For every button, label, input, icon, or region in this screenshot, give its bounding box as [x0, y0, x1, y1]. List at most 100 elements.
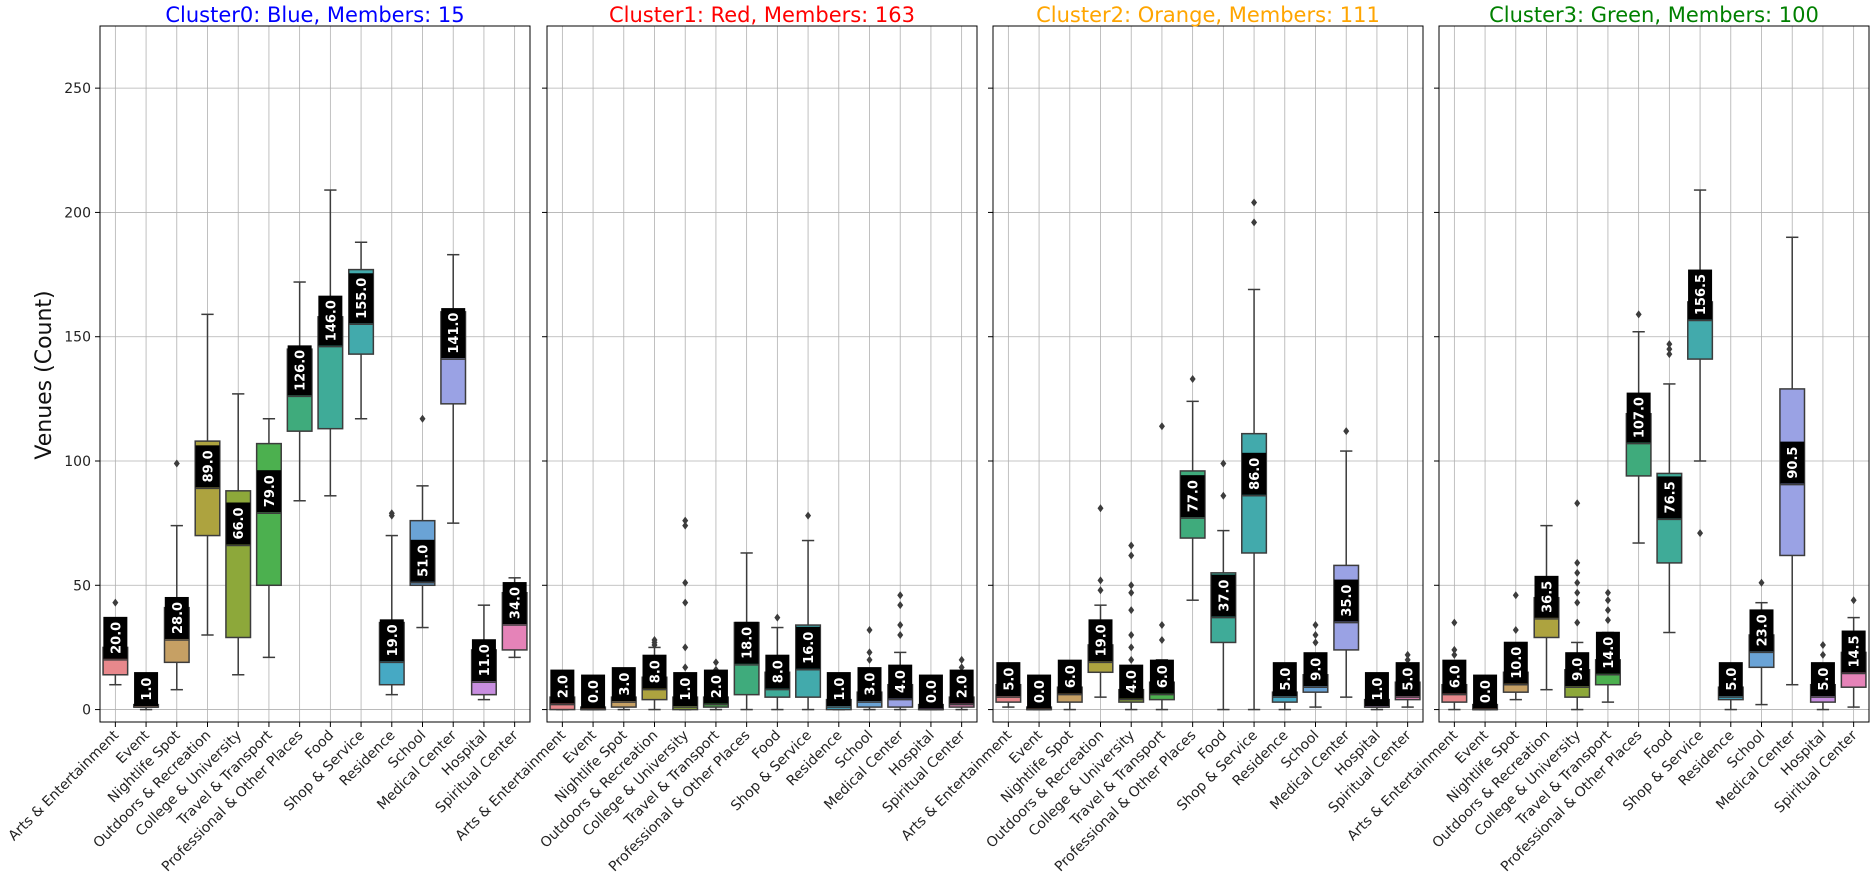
median-label-text: 126.0 [294, 350, 309, 391]
outlier-point [651, 635, 658, 644]
median-label: 51.0 [410, 539, 435, 582]
median-label-bg [195, 445, 220, 488]
outlier-point [1128, 631, 1135, 639]
median-label-text: 2.0 [556, 675, 571, 698]
median-label-text: 76.5 [1663, 481, 1678, 513]
median-label-bg [550, 669, 575, 704]
median-label-bg [256, 470, 281, 513]
median-label-bg [642, 654, 667, 689]
median-label-text: 3.0 [618, 673, 633, 696]
outlier-point [1697, 529, 1704, 538]
outlier-point [1128, 655, 1135, 664]
outlier-point [1404, 655, 1411, 664]
median-label-text: 146.0 [324, 300, 339, 341]
y-tick-label: 100 [64, 454, 91, 470]
median-label: 107.0 [1626, 392, 1651, 443]
outlier-point [1220, 459, 1227, 468]
outlier-point [1128, 643, 1135, 652]
outlier-point [958, 655, 965, 664]
outlier-point [1574, 618, 1581, 627]
outlier-point [1819, 640, 1826, 649]
median-label: 77.0 [1180, 475, 1205, 518]
median-label-bg [918, 674, 943, 709]
median-label: 16.0 [796, 626, 821, 669]
median-label-bg [581, 674, 606, 709]
median-label: 18.0 [734, 621, 759, 664]
median-label: 66.0 [226, 502, 251, 545]
median-label-bg [410, 539, 435, 582]
outlier-point [1512, 626, 1519, 635]
outlier-point [805, 511, 812, 520]
outlier-point [1128, 588, 1135, 597]
median-label-text: 9.0 [1571, 658, 1586, 681]
median-label-text: 90.5 [1786, 447, 1801, 479]
median-label-bg [673, 672, 698, 707]
outlier-point [1404, 650, 1411, 659]
median-label: 23.0 [1749, 609, 1774, 652]
median-label-text: 1.0 [679, 678, 694, 701]
outlier-point [682, 643, 689, 652]
panel-0: 20.0 1.0 28.0 89.0 66.0 79.0 126.0 146.0 155.0 19… [6, 3, 531, 875]
median-label-text: 0.0 [1479, 680, 1494, 703]
median-label-bg [1442, 659, 1467, 694]
outlier-point [1574, 499, 1581, 508]
median-label-bg [1057, 659, 1082, 694]
outlier-point [1604, 606, 1611, 615]
median-label: 1.0 [134, 672, 159, 707]
median-label-bg [441, 308, 466, 359]
median-label: 1.0 [1364, 672, 1389, 707]
median-label-text: 2.0 [956, 675, 971, 698]
median-label-bg [471, 639, 496, 682]
median-label: 141.0 [441, 308, 466, 359]
median-label-text: 6.0 [1064, 665, 1079, 688]
median-label: 3.0 [611, 667, 636, 702]
median-label-text: 8.0 [649, 660, 664, 683]
median-label-bg [1119, 664, 1144, 699]
median-label-bg [1242, 452, 1267, 495]
median-label: 20.0 [103, 616, 128, 659]
median-label-text: 3.0 [864, 673, 879, 696]
median-label-bg [857, 667, 882, 702]
median-label: 0.0 [581, 674, 606, 709]
median-label-bg [1718, 662, 1743, 697]
median-label-text: 16.0 [802, 632, 817, 664]
median-label: 2.0 [550, 669, 575, 704]
median-label-text: 155.0 [355, 278, 370, 319]
outlier-point [866, 655, 873, 664]
median-label-text: 0.0 [925, 680, 940, 703]
median-label-bg [1595, 631, 1620, 674]
outlier-point [1574, 558, 1581, 567]
median-label: 19.0 [1088, 619, 1113, 662]
median-label-bg [1395, 662, 1420, 697]
median-label-bg [379, 619, 404, 662]
median-label: 9.0 [1303, 652, 1328, 687]
outlier-point [897, 621, 904, 630]
median-label-text: 18.0 [741, 627, 756, 659]
outlier-point [682, 578, 689, 587]
outlier-point [1128, 581, 1135, 590]
median-label-text: 28.0 [171, 602, 186, 634]
median-label-bg [1473, 674, 1498, 709]
median-label-bg [1503, 641, 1528, 684]
median-label-text: 0.0 [587, 680, 602, 703]
median-label-text: 37.0 [1217, 580, 1232, 612]
median-label-bg [1749, 609, 1774, 652]
outlier-point [1850, 596, 1857, 605]
outlier-point [1128, 541, 1135, 550]
median-label-text: 5.0 [1002, 668, 1017, 691]
median-label: 4.0 [1119, 664, 1144, 699]
median-label-text: 14.5 [1848, 635, 1863, 667]
median-label: 9.0 [1565, 652, 1590, 687]
panel-title: Cluster3: Green, Members: 100 [1489, 3, 1819, 27]
outlier-point [1128, 606, 1135, 615]
outlier-point [1312, 621, 1319, 630]
median-label: 11.0 [471, 639, 496, 682]
outlier-point [1604, 588, 1611, 597]
outlier-point [1451, 645, 1458, 654]
panel-frame [546, 25, 978, 723]
median-label-bg [826, 672, 851, 707]
median-label-text: 34.0 [509, 587, 524, 619]
median-label-text: 19.0 [1095, 624, 1110, 656]
median-label: 155.0 [349, 273, 374, 324]
